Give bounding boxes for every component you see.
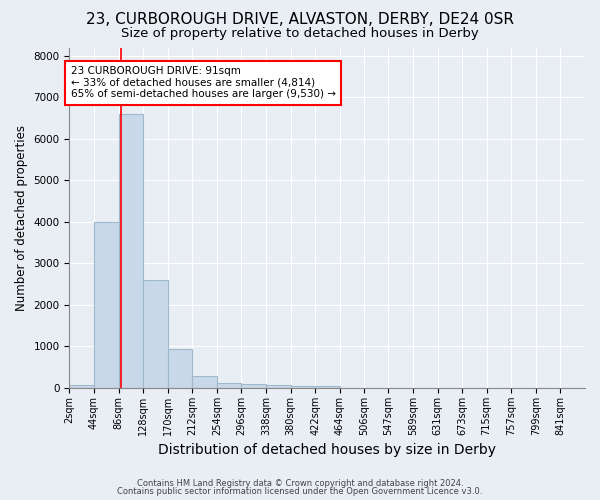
Bar	[315, 386, 340, 388]
Bar	[241, 384, 266, 388]
Text: Size of property relative to detached houses in Derby: Size of property relative to detached ho…	[121, 28, 479, 40]
Bar	[290, 386, 315, 388]
Text: 23, CURBOROUGH DRIVE, ALVASTON, DERBY, DE24 0SR: 23, CURBOROUGH DRIVE, ALVASTON, DERBY, D…	[86, 12, 514, 28]
Bar	[143, 280, 168, 388]
Y-axis label: Number of detached properties: Number of detached properties	[15, 125, 28, 311]
Bar	[266, 385, 290, 388]
Text: Contains public sector information licensed under the Open Government Licence v3: Contains public sector information licen…	[118, 487, 482, 496]
Bar	[94, 222, 119, 388]
Bar	[193, 376, 217, 388]
Text: Contains HM Land Registry data © Crown copyright and database right 2024.: Contains HM Land Registry data © Crown c…	[137, 478, 463, 488]
Bar	[70, 385, 94, 388]
X-axis label: Distribution of detached houses by size in Derby: Distribution of detached houses by size …	[158, 444, 496, 458]
Bar	[168, 348, 193, 388]
Text: 23 CURBOROUGH DRIVE: 91sqm
← 33% of detached houses are smaller (4,814)
65% of s: 23 CURBOROUGH DRIVE: 91sqm ← 33% of deta…	[71, 66, 335, 100]
Bar	[217, 383, 241, 388]
Bar	[119, 114, 143, 388]
